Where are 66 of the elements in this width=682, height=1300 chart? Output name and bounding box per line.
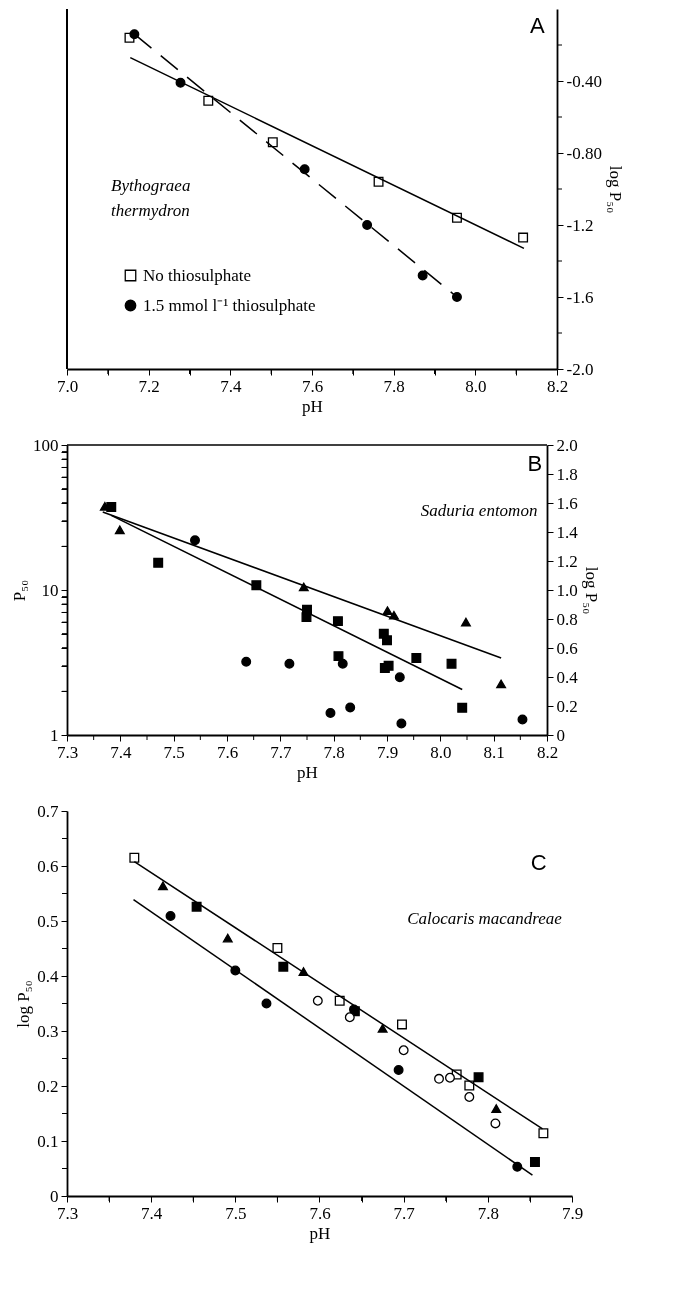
y-tick-label: 100 — [33, 435, 59, 455]
y2-tick-label: 0.2 — [556, 696, 578, 716]
x-axis-title: pH — [297, 762, 318, 782]
annotation: A — [530, 13, 546, 39]
x-tick-label: 7.7 — [393, 1203, 416, 1223]
y-tick-label: 0.3 — [37, 1021, 59, 1041]
y2-tick-label: -0.80 — [566, 143, 602, 163]
y-axis-title: log P₅₀ — [14, 980, 34, 1028]
x-tick-label: 8.2 — [536, 742, 559, 762]
y-axis-title: P₅₀ — [10, 579, 29, 602]
x-tick-label: 7.9 — [376, 742, 399, 762]
legend-label: 1.5 mmol l⁻¹ thiosulphate — [143, 295, 316, 315]
x-axis-title: pH — [302, 396, 323, 416]
x-tick-label: 8.0 — [465, 376, 487, 396]
x-tick-label: 7.7 — [270, 742, 292, 762]
y2-tick-label: 1.6 — [556, 493, 578, 513]
y2-tick-label: 0 — [556, 725, 565, 745]
x-tick-label: 7.4 — [220, 376, 242, 396]
x-tick-label: 7.9 — [561, 1203, 584, 1223]
x-axis-title: pH — [309, 1223, 331, 1243]
annotation: Bythograea thermydron — [111, 176, 191, 221]
x-tick-label: 8.0 — [430, 742, 452, 762]
y2-tick-label: -1.6 — [566, 287, 594, 307]
x-tick-label: 7.6 — [309, 1203, 331, 1223]
x-tick-label: 8.1 — [483, 742, 505, 762]
y-tick-label: 0.6 — [37, 856, 59, 876]
x-tick-label: 7.4 — [110, 742, 132, 762]
y-tick-label: 0 — [50, 1186, 59, 1206]
y2-tick-label: 1.2 — [556, 551, 578, 571]
x-tick-label: 7.2 — [138, 376, 160, 396]
x-tick-label: 7.6 — [216, 742, 239, 762]
y-tick-label: 0.1 — [37, 1131, 59, 1151]
x-tick-label: 7.5 — [225, 1203, 247, 1223]
y-tick-label: 10 — [41, 580, 59, 600]
y2-tick-label: 1.8 — [556, 464, 578, 484]
x-tick-label: 8.2 — [546, 376, 569, 396]
y-tick-label: 0.4 — [37, 966, 59, 986]
x-tick-label: 7.3 — [56, 1203, 79, 1223]
x-tick-label: 7.5 — [163, 742, 185, 762]
x-tick-label: 7.6 — [301, 376, 324, 396]
y-tick-label: 0.2 — [37, 1076, 59, 1096]
annotation: Calocaris macandreae — [407, 909, 563, 929]
y-tick-label: 0.7 — [37, 801, 59, 821]
y2-tick-label: -2.0 — [566, 359, 594, 379]
y2-axis-title: log P₅₀ — [581, 566, 601, 615]
x-tick-label: 7.4 — [141, 1203, 163, 1223]
annotation: C — [530, 850, 547, 876]
y2-tick-label: 1.0 — [556, 580, 578, 600]
y2-tick-label: 0.6 — [556, 638, 578, 658]
y-tick-label: 1 — [50, 725, 59, 745]
x-tick-label: 7.8 — [323, 742, 345, 762]
annotation: B — [527, 450, 543, 476]
y2-axis-title: log P₅₀ — [605, 165, 625, 214]
y-tick-label: 0.5 — [37, 911, 59, 931]
annotation: Saduria entomon — [420, 501, 538, 520]
y2-tick-label: 2.0 — [556, 435, 578, 455]
x-tick-label: 7.8 — [477, 1203, 499, 1223]
y2-tick-label: 0.8 — [556, 609, 578, 629]
y2-tick-label: 0.4 — [556, 667, 579, 687]
legend-label: No thiosulphate — [143, 265, 252, 285]
y2-tick-label: -0.40 — [566, 71, 602, 91]
y2-tick-label: 1.4 — [556, 522, 579, 542]
x-tick-label: 7.8 — [383, 376, 405, 396]
x-tick-label: 7.3 — [56, 742, 79, 762]
x-tick-label: 7.0 — [56, 376, 79, 396]
y2-tick-label: -1.2 — [566, 215, 594, 235]
